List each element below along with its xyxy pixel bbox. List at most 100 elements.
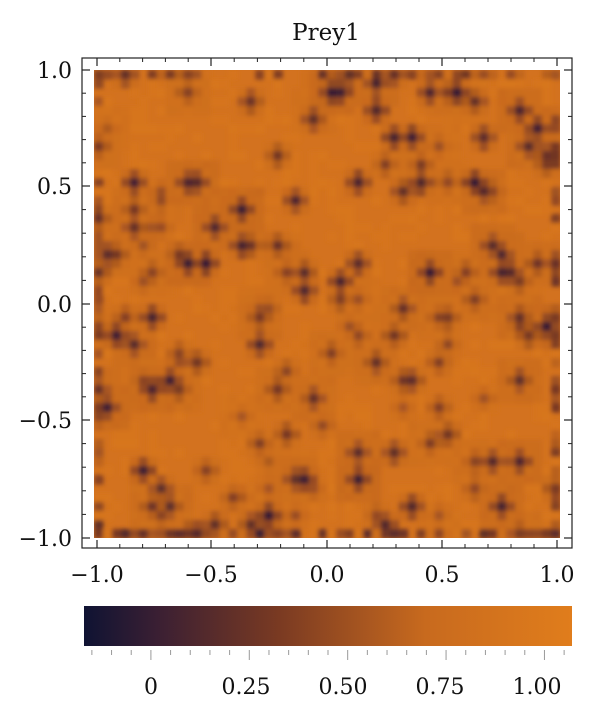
heatmap-cell xyxy=(309,331,319,341)
heatmap-cell xyxy=(452,520,463,530)
heatmap-cell xyxy=(309,430,319,440)
heatmap-cell xyxy=(533,358,543,368)
heatmap-cell xyxy=(138,250,149,260)
heatmap-cell xyxy=(524,358,534,368)
heatmap-cell xyxy=(282,358,292,368)
heatmap-cell xyxy=(479,169,489,179)
heatmap-cell xyxy=(353,286,364,296)
heatmap-cell xyxy=(371,457,382,467)
heatmap-cell xyxy=(210,205,221,215)
heatmap-cell xyxy=(237,250,247,260)
heatmap-cell xyxy=(192,367,203,377)
heatmap-cell xyxy=(461,313,471,323)
heatmap-cell xyxy=(371,106,382,116)
heatmap-cell xyxy=(506,394,516,404)
heatmap-cell xyxy=(497,322,507,332)
heatmap-cell xyxy=(327,124,337,134)
heatmap-cell xyxy=(380,457,391,467)
heatmap-cell xyxy=(120,124,131,134)
heatmap-cell xyxy=(362,412,373,422)
heatmap-cell xyxy=(362,466,373,476)
heatmap-cell xyxy=(524,448,534,458)
heatmap-cell xyxy=(129,187,140,197)
heatmap-cell xyxy=(506,430,516,440)
heatmap-cell xyxy=(327,115,337,125)
heatmap-cell xyxy=(524,502,534,512)
heatmap-cell xyxy=(434,430,445,440)
heatmap-cell xyxy=(335,529,346,538)
heatmap-cell xyxy=(344,115,355,125)
heatmap-cell xyxy=(497,385,507,395)
heatmap-cell xyxy=(497,250,507,260)
heatmap-cell xyxy=(479,79,489,89)
y-tick-label: −0.5 xyxy=(19,409,72,434)
heatmap-cell xyxy=(147,502,158,512)
heatmap-cell xyxy=(165,394,176,404)
heatmap-cell xyxy=(120,331,131,341)
heatmap-cell xyxy=(282,205,292,215)
heatmap-cell xyxy=(255,196,265,206)
heatmap-cell xyxy=(219,196,230,206)
heatmap-cell xyxy=(488,196,498,206)
heatmap-cell xyxy=(219,178,230,188)
heatmap-cell xyxy=(264,214,274,224)
heatmap-cell xyxy=(282,439,292,449)
heatmap-cell xyxy=(246,493,256,503)
heatmap-cell xyxy=(416,502,427,512)
heatmap-cell xyxy=(524,205,534,215)
heatmap-cell xyxy=(497,277,507,287)
heatmap-cell xyxy=(291,196,301,206)
heatmap-cell xyxy=(479,439,489,449)
heatmap-cell xyxy=(551,250,560,260)
heatmap-cell xyxy=(147,340,158,350)
heatmap-cell xyxy=(246,340,256,350)
heatmap-cell xyxy=(327,412,337,422)
heatmap-cell xyxy=(416,457,427,467)
heatmap-cell xyxy=(371,286,382,296)
heatmap-cell xyxy=(425,502,436,512)
heatmap-cell xyxy=(488,313,498,323)
heatmap-cell xyxy=(147,160,158,170)
heatmap-cell xyxy=(94,259,104,269)
heatmap-cell xyxy=(201,529,212,538)
heatmap-cell xyxy=(174,484,185,494)
heatmap-cell xyxy=(353,241,364,251)
heatmap-cell xyxy=(129,106,140,116)
heatmap-cell xyxy=(425,430,436,440)
heatmap-cell xyxy=(264,313,274,323)
heatmap-cell xyxy=(219,520,230,530)
heatmap-cell xyxy=(102,340,113,350)
heatmap-cell xyxy=(273,394,283,404)
heatmap-cell xyxy=(138,322,149,332)
heatmap-cell xyxy=(533,304,543,314)
heatmap-cell xyxy=(488,466,498,476)
heatmap-cell xyxy=(443,484,454,494)
heatmap-cell xyxy=(201,358,212,368)
heatmap-cell xyxy=(533,331,543,341)
heatmap-cell xyxy=(201,214,212,224)
heatmap-cell xyxy=(425,367,436,377)
heatmap-cell xyxy=(237,187,247,197)
heatmap-cell xyxy=(264,268,274,278)
heatmap-cell xyxy=(551,151,560,161)
heatmap-cell xyxy=(318,412,328,422)
heatmap-cell xyxy=(515,502,525,512)
heatmap-cell xyxy=(497,376,507,386)
heatmap-cell xyxy=(228,493,238,503)
heatmap-cell xyxy=(291,97,301,107)
heatmap-cell xyxy=(255,376,265,386)
heatmap-cell xyxy=(335,97,346,107)
heatmap-cell xyxy=(237,322,247,332)
heatmap-cell xyxy=(488,520,498,530)
heatmap-cell xyxy=(309,277,319,287)
heatmap-cell xyxy=(219,97,230,107)
heatmap-cell xyxy=(165,367,176,377)
heatmap-cell xyxy=(443,412,454,422)
heatmap-cell xyxy=(120,277,131,287)
heatmap-cell xyxy=(102,511,113,521)
heatmap-cell xyxy=(353,484,364,494)
heatmap-cell xyxy=(398,322,409,332)
heatmap-cell xyxy=(362,340,373,350)
heatmap-cell xyxy=(309,385,319,395)
heatmap-cell xyxy=(255,313,265,323)
